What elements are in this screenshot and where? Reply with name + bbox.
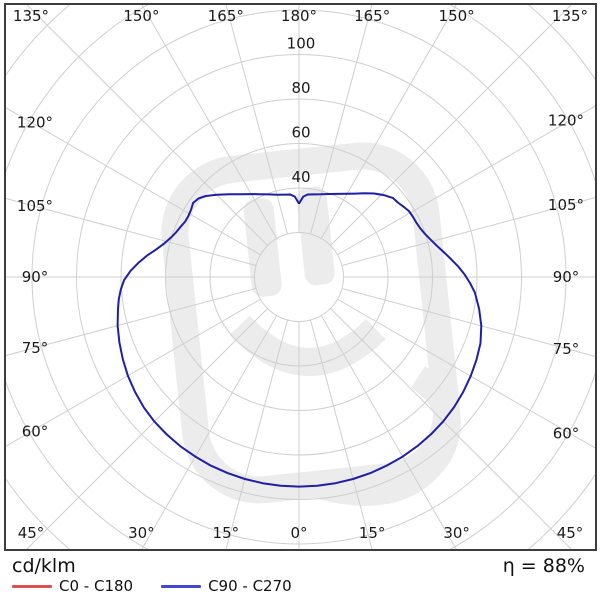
legend-item-c0-c180: C0 - C180 (12, 577, 133, 595)
angle-label: 75° (22, 339, 49, 357)
intensity-curve-c90-c270 (116, 192, 483, 488)
grid-spoke (25, 308, 268, 551)
legend-line-blue (161, 584, 202, 588)
angle-label: 75° (553, 340, 580, 358)
grid-spoke (4, 106, 261, 256)
legend-label-c0-c180: C0 - C180 (59, 577, 134, 595)
angle-label: 30° (128, 524, 155, 542)
radial-tick-label: 40 (291, 168, 310, 186)
grid-spoke (140, 315, 278, 551)
grid-spoke (310, 319, 373, 551)
angle-label: 45° (557, 524, 584, 542)
grid-spoke (4, 288, 257, 357)
angle-label: 105° (17, 197, 53, 215)
angle-label: 120° (548, 112, 584, 130)
angle-label: 120° (17, 113, 53, 131)
angle-label: 105° (548, 196, 584, 214)
radial-tick-label: 80 (291, 79, 310, 97)
grid-spoke (320, 3, 458, 239)
angle-label: 60° (22, 423, 49, 441)
grid-spoke (4, 197, 257, 266)
angle-label: 90° (22, 268, 49, 286)
grid-spoke (341, 196, 597, 266)
angle-label: 90° (553, 268, 580, 286)
angle-label: 150° (123, 7, 159, 25)
angle-label: 165° (354, 7, 390, 25)
legend-item-c90-c270: C90 - C270 (161, 577, 292, 595)
chart-paint-layer: 40 60 80 100 0° 15° 15° 30° 30° 45° 45° 60° 60° 75° 75… (4, 3, 597, 551)
watermark-logo (161, 142, 461, 506)
grid-spoke (337, 105, 597, 256)
grid-spoke (341, 288, 597, 358)
legend: C0 - C180 C90 - C270 (12, 577, 320, 595)
angle-label: 0° (290, 524, 307, 542)
grid-spoke (4, 298, 261, 448)
angle-label: 45° (18, 524, 45, 542)
grid-spoke (337, 298, 597, 449)
grid-spoke (320, 315, 458, 551)
angle-label: 165° (208, 7, 244, 25)
radial-tick-label: 60 (291, 124, 310, 142)
angle-label: 135° (13, 7, 49, 25)
radial-tick-label: 100 (287, 35, 316, 53)
grid-spoke (330, 308, 573, 551)
angle-label: 180° (281, 7, 317, 25)
polar-chart: 40 60 80 100 0° 15° 15° 30° 30° 45° 45° 60° 60° 75° 75… (4, 3, 597, 551)
angle-label: 30° (443, 524, 470, 542)
angle-label: 15° (359, 524, 386, 542)
angle-label: 135° (552, 7, 588, 25)
angle-label: 15° (213, 524, 240, 542)
unit-label: cd/klm (12, 555, 76, 577)
angle-label: 60° (553, 424, 580, 442)
grid-spoke (140, 3, 278, 239)
chart-border (4, 3, 597, 551)
grid-spoke (225, 319, 288, 551)
angle-label: 150° (439, 7, 475, 25)
grid-spoke (330, 3, 573, 246)
efficiency-label: η = 88% (502, 555, 585, 577)
legend-line-red (12, 584, 52, 588)
grid-spoke (310, 3, 373, 235)
grid-spoke (25, 3, 268, 246)
legend-label-c90-c270: C90 - C270 (208, 577, 292, 595)
